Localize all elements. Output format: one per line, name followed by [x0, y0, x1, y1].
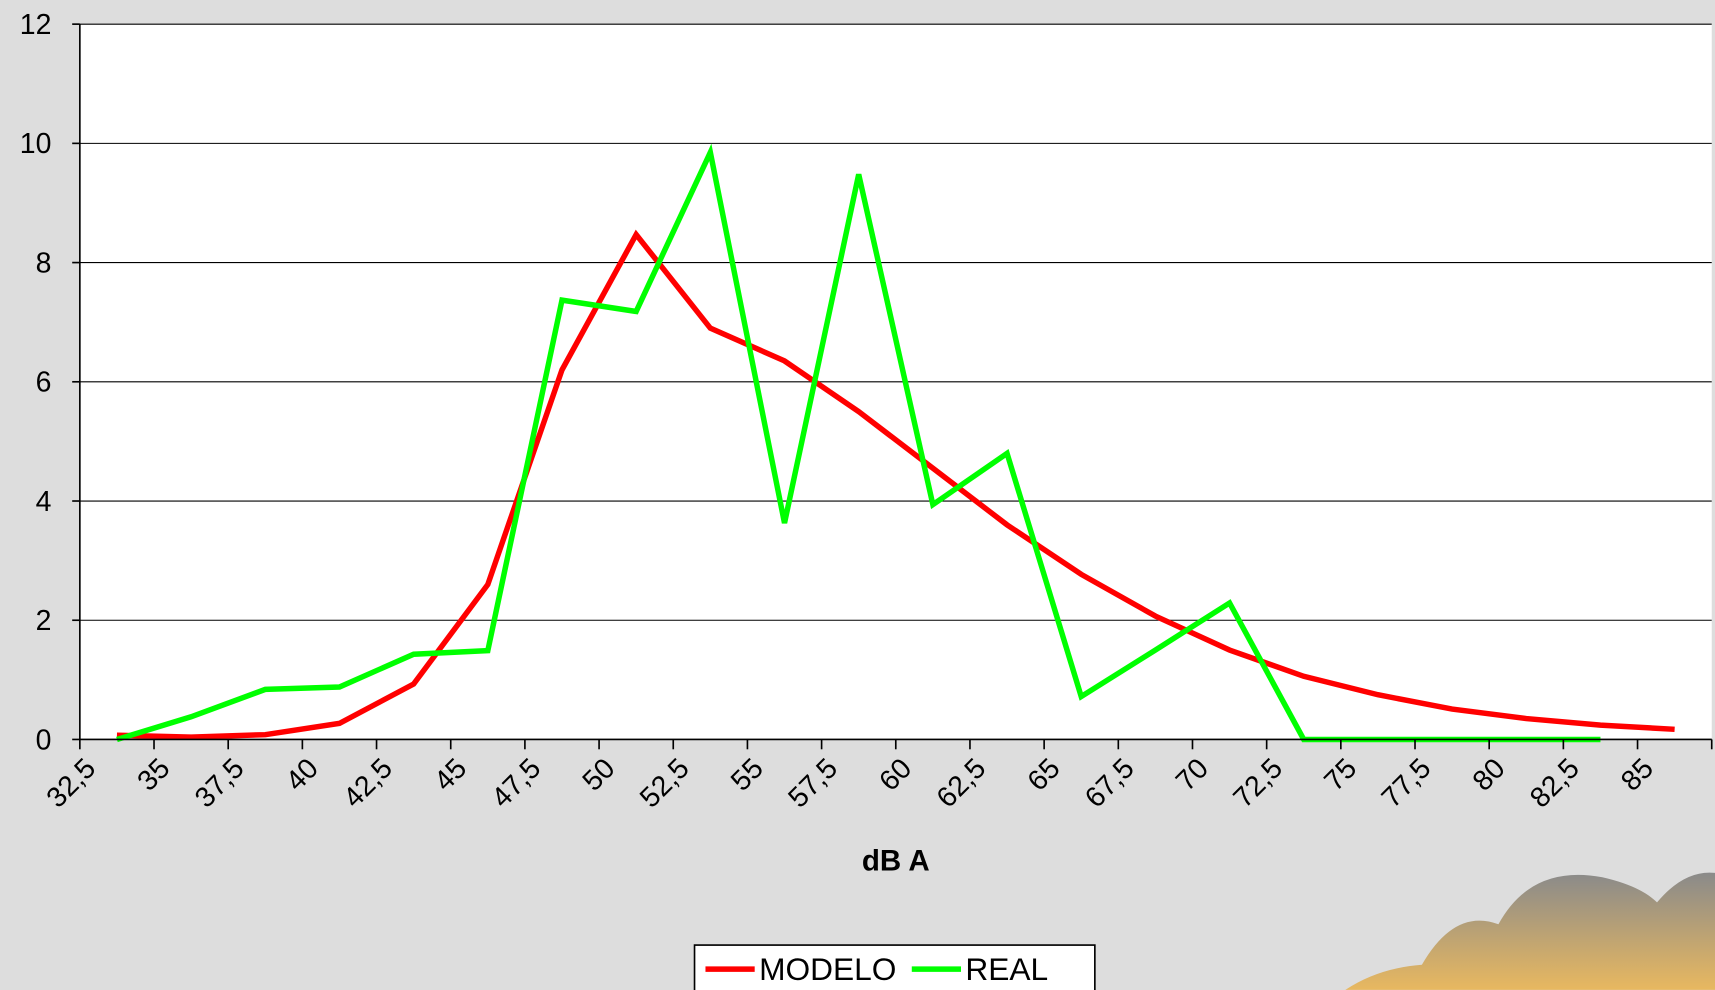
- y-tick-label: 10: [20, 128, 52, 160]
- y-tick-label: 4: [36, 486, 52, 518]
- decoration: [1345, 872, 1715, 990]
- legend-label: MODELO: [759, 951, 896, 987]
- y-tick-label: 6: [36, 367, 52, 399]
- y-tick-label: 0: [36, 724, 52, 756]
- y-tick-label: 8: [36, 247, 52, 279]
- legend-label: REAL: [965, 951, 1048, 987]
- series-line: [116, 229, 1675, 740]
- y-tick-label: 2: [36, 605, 52, 637]
- legend: [693, 944, 1096, 990]
- x-axis-title: dB A: [862, 845, 930, 878]
- y-tick-label: 12: [20, 9, 52, 41]
